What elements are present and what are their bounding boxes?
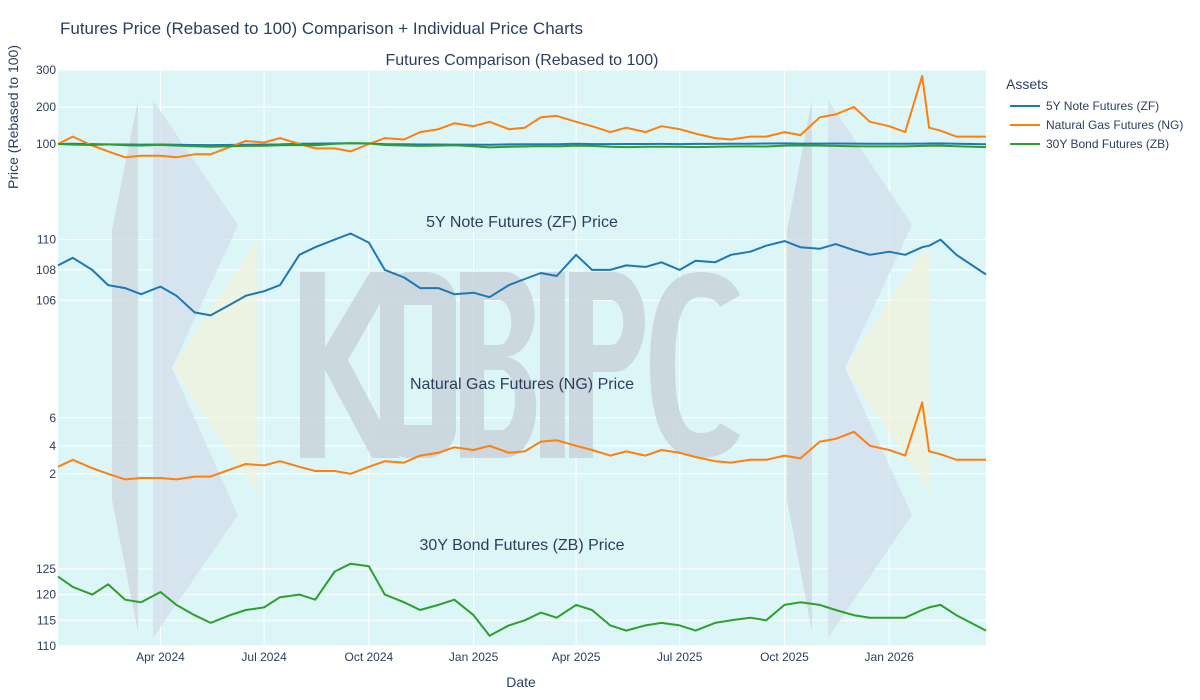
- y-tick-label: 200: [36, 100, 56, 114]
- y-tick-label: 4: [49, 439, 56, 453]
- watermark-logo: [112, 100, 930, 638]
- series-line-natural-gas-futures-ng: [57, 74, 986, 159]
- series-line-5y-note-futures-zf: [57, 142, 987, 147]
- legend-item-ng[interactable]: Natural Gas Futures (NG): [1006, 115, 1183, 134]
- legend-title: Assets: [1006, 76, 1049, 92]
- chart-title: Futures Price (Rebased to 100) Compariso…: [60, 19, 583, 38]
- series-line-30y-bond-futures-zb: [57, 142, 987, 149]
- y-tick-label: 106: [36, 293, 56, 307]
- series-line-natural-gas-futures-ng: [57, 401, 986, 481]
- legend-label: Natural Gas Futures (NG): [1046, 117, 1184, 132]
- y-tick-label: 300: [36, 63, 56, 77]
- x-tick-label: Oct 2024: [344, 650, 393, 664]
- legend-label: 5Y Note Futures (ZF): [1046, 98, 1160, 113]
- y-tick-label: 120: [36, 588, 56, 602]
- y-tick-label: 110: [37, 233, 56, 247]
- legend-swatch: [1010, 142, 1040, 145]
- x-tick-label: Jan 2026: [865, 650, 915, 664]
- x-tick-label: Jan 2025: [449, 650, 499, 664]
- x-tick-label: Oct 2025: [760, 650, 809, 664]
- legend-swatch: [1010, 104, 1040, 107]
- y-tick-label: 110: [37, 639, 56, 653]
- legend-item-zf[interactable]: 5Y Note Futures (ZF): [1006, 96, 1183, 115]
- x-axis-label: Date: [506, 674, 536, 690]
- subplot-title: Natural Gas Futures (NG) Price: [410, 376, 634, 393]
- legend-label: 30Y Bond Futures (ZB): [1046, 136, 1170, 151]
- x-tick-label: Jul 2024: [241, 650, 287, 664]
- watermark-letters: [300, 272, 740, 458]
- y-tick-label: 115: [37, 613, 56, 627]
- y-tick-label: 6: [49, 411, 56, 425]
- x-tick-label: Apr 2025: [552, 650, 601, 664]
- y-axis-label: Price (Rebased to 100): [5, 45, 21, 189]
- x-tick-label: Apr 2024: [136, 650, 185, 664]
- subplot-title: 30Y Bond Futures (ZB) Price: [419, 537, 624, 554]
- subplot-title: 5Y Note Futures (ZF) Price: [426, 214, 618, 231]
- legend: Assets 5Y Note Futures (ZF) Natural Gas …: [1006, 76, 1183, 153]
- y-tick-label: 125: [36, 562, 56, 576]
- y-tick-label: 108: [36, 263, 56, 277]
- y-tick-label: 100: [36, 137, 56, 151]
- series-line-30y-bond-futures-zb: [57, 562, 987, 637]
- x-tick-label: Jul 2025: [657, 650, 703, 664]
- series-line-5y-note-futures-zf: [57, 232, 987, 317]
- legend-swatch: [1010, 123, 1040, 126]
- subplot-title: Futures Comparison (Rebased to 100): [385, 52, 658, 69]
- y-tick-label: 2: [49, 467, 56, 481]
- legend-item-zb[interactable]: 30Y Bond Futures (ZB): [1006, 134, 1183, 153]
